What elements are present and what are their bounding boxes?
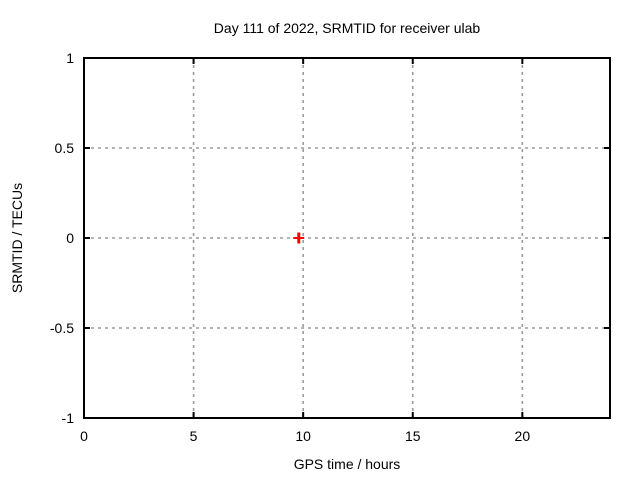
chart-title: Day 111 of 2022, SRMTID for receiver ula… — [213, 20, 481, 36]
y-tick-label: 0.5 — [54, 140, 74, 156]
y-tick-label: 1 — [66, 50, 74, 66]
x-tick-label: 5 — [189, 428, 198, 444]
x-tick-label: 20 — [514, 428, 531, 444]
x-tick-label: 15 — [404, 428, 421, 444]
x-axis-label: GPS time / hours — [293, 456, 401, 472]
y-tick-label: -1 — [61, 410, 74, 426]
y-tick-label: 0 — [66, 230, 74, 246]
x-tick-label: 10 — [295, 428, 311, 444]
y-tick-label: -0.5 — [49, 320, 74, 336]
x-tick-label: 0 — [80, 428, 88, 444]
